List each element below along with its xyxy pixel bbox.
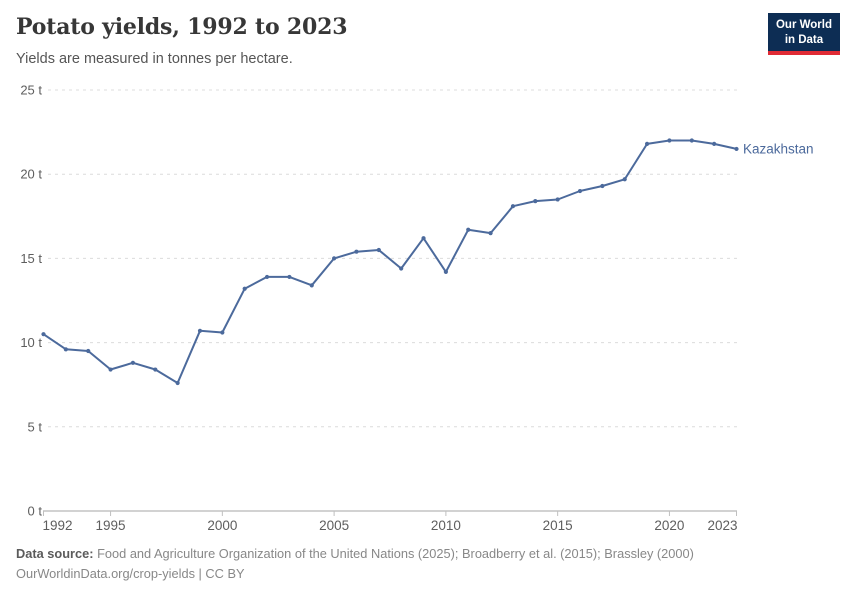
data-point-marker[interactable] <box>242 286 247 291</box>
y-axis-tick-label: 20 t <box>20 167 42 182</box>
y-axis-tick-label: 0 t <box>28 504 43 519</box>
data-point-marker[interactable] <box>220 330 225 335</box>
data-point-marker[interactable] <box>86 348 91 354</box>
x-axis-tick-label: 2010 <box>431 518 461 533</box>
data-point-marker[interactable] <box>399 266 404 271</box>
series-entity-label[interactable]: Kazakhstan <box>743 141 814 156</box>
x-axis-tick-label: 2020 <box>654 518 684 533</box>
data-point-marker[interactable] <box>421 236 426 241</box>
data-point-marker[interactable] <box>466 227 471 232</box>
data-point-marker[interactable] <box>734 146 739 152</box>
data-point-marker[interactable] <box>376 247 381 253</box>
data-point-marker[interactable] <box>264 274 270 280</box>
data-point-marker[interactable] <box>197 328 203 333</box>
data-point-marker[interactable] <box>488 231 493 236</box>
chart-footer: Data source: Food and Agriculture Organi… <box>16 544 694 584</box>
data-point-marker[interactable] <box>354 249 359 254</box>
chart-subtitle: Yields are measured in tonnes per hectar… <box>16 51 293 67</box>
x-axis-tick-label: 2005 <box>319 518 349 533</box>
owid-logo-line1: Our World <box>775 19 832 31</box>
x-axis-tick-label: 1992 <box>43 518 73 533</box>
y-axis-tick-label: 5 t <box>28 419 43 434</box>
data-point-marker[interactable] <box>577 188 583 194</box>
data-point-marker[interactable] <box>332 256 337 261</box>
data-point-marker[interactable] <box>63 347 68 352</box>
data-source-line: Data source: Food and Agriculture Organi… <box>16 544 694 564</box>
y-axis-tick-label: 25 t <box>20 83 42 98</box>
owid-logo[interactable]: Our World in Data <box>767 13 840 55</box>
data-point-marker[interactable] <box>689 138 694 143</box>
data-point-marker[interactable] <box>287 274 292 280</box>
data-point-marker[interactable] <box>309 283 314 288</box>
series-line-kazakhstan[interactable] <box>42 139 738 384</box>
x-axis-tick-label: 1995 <box>96 518 126 533</box>
footer-link[interactable]: OurWorldinData.org/crop-yields | CC BY <box>16 566 245 581</box>
data-point-marker[interactable] <box>108 367 113 372</box>
data-point-marker[interactable] <box>175 380 180 386</box>
x-axis-tick-label: 2023 <box>707 518 737 533</box>
data-point-marker[interactable] <box>443 269 448 274</box>
owid-logo-line2: in Data <box>784 33 824 46</box>
data-point-marker[interactable] <box>130 360 136 365</box>
data-point-marker[interactable] <box>41 332 46 337</box>
y-axis-tick-label: 10 t <box>20 335 42 350</box>
x-axis-tick-label: 2000 <box>207 518 237 533</box>
page-title: Potato yields, 1992 to 2023 <box>16 14 348 40</box>
x-axis-tick-label: 2015 <box>543 518 573 533</box>
data-point-marker[interactable] <box>644 141 650 146</box>
data-source-text: Food and Agriculture Organization of the… <box>97 546 694 561</box>
y-axis-tick-label: 15 t <box>20 251 42 266</box>
data-point-marker[interactable] <box>510 204 516 209</box>
data-point-marker[interactable] <box>153 367 158 372</box>
data-point-marker[interactable] <box>622 177 627 182</box>
data-point-marker[interactable] <box>667 138 672 143</box>
data-point-marker[interactable] <box>555 197 560 202</box>
data-point-marker[interactable] <box>712 141 717 146</box>
data-source-label: Data source: <box>16 546 94 561</box>
data-point-marker[interactable] <box>600 183 605 189</box>
data-point-marker[interactable] <box>533 199 538 204</box>
